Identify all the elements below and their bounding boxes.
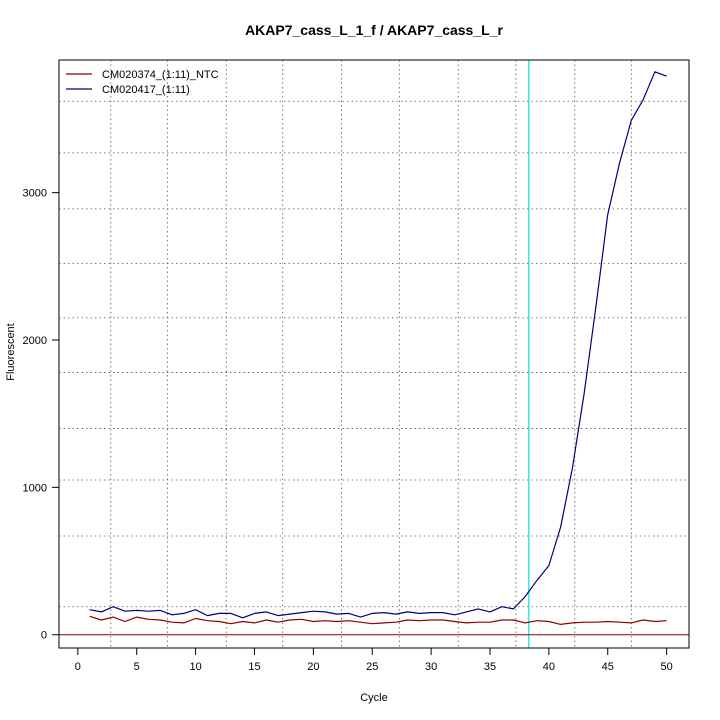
x-tick-label-5: 25: [366, 661, 378, 673]
x-tick-label-6: 30: [425, 661, 437, 673]
chart-title: AKAP7_cass_L_1_f / AKAP7_cass_L_r: [245, 22, 503, 38]
legend-label-1: CM020417_(1:11): [102, 84, 190, 96]
y-tick-label-3: 3000: [23, 188, 47, 200]
y-tick-label-2: 2000: [23, 335, 47, 347]
grid-lines: [59, 60, 689, 648]
y-tick-label-1: 1000: [23, 482, 47, 494]
x-tick-label-7: 35: [484, 661, 496, 673]
y-axis-label: Fluorescent: [5, 323, 17, 380]
x-tick-label-2: 10: [189, 661, 201, 673]
x-tick-label-0: 0: [75, 661, 81, 673]
legend: CM020374_(1:11)_NTC CM020417_(1:11): [66, 69, 219, 96]
y-axis-ticks: 0 1000 2000 3000: [23, 188, 59, 642]
legend-label-0: CM020374_(1:11)_NTC: [102, 69, 219, 81]
y-tick-label-0: 0: [41, 630, 47, 642]
x-axis-label: Cycle: [360, 692, 388, 704]
plot-frame: [58, 59, 690, 649]
x-axis-ticks: 0 5 10 15 20 25 30 35 40 45 50: [75, 648, 673, 673]
x-tick-label-9: 45: [602, 661, 614, 673]
x-tick-label-4: 20: [307, 661, 319, 673]
x-tick-label-3: 15: [248, 661, 260, 673]
x-tick-label-1: 5: [134, 661, 140, 673]
series-line-0: [89, 615, 667, 626]
x-tick-label-10: 50: [661, 661, 673, 673]
x-tick-label-8: 40: [543, 661, 555, 673]
marker-lines: [59, 60, 689, 648]
series-line-1: [89, 71, 667, 619]
series-lines: [89, 71, 667, 626]
